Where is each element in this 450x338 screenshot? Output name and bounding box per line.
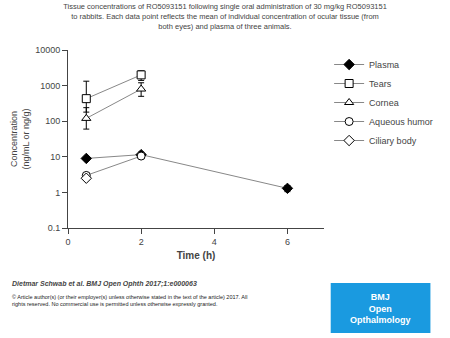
- svg-text:0: 0: [65, 237, 70, 247]
- svg-text:Ciliary body: Ciliary body: [369, 136, 417, 146]
- svg-text:Tissue concentrations of RO509: Tissue concentrations of RO5093151 follo…: [63, 2, 387, 31]
- svg-text:2: 2: [139, 237, 144, 247]
- svg-text:© Article author(s) (or their: © Article author(s) (or their employer(s…: [12, 294, 247, 307]
- svg-text:Cornea: Cornea: [369, 98, 399, 108]
- svg-text:Concentration(ng/mL or ng/g): Concentration(ng/mL or ng/g): [9, 108, 31, 169]
- svg-text:Plasma: Plasma: [369, 60, 399, 70]
- svg-text:Tears: Tears: [369, 79, 392, 89]
- svg-text:Time (h): Time (h): [177, 250, 216, 261]
- svg-text:Aqueous humor: Aqueous humor: [369, 117, 433, 127]
- svg-text:BMJOpenOpthalmology: BMJOpenOpthalmology: [350, 292, 411, 325]
- svg-text:1000: 1000: [40, 81, 60, 91]
- svg-text:1: 1: [55, 188, 60, 198]
- svg-text:4: 4: [212, 237, 217, 247]
- svg-text:6: 6: [285, 237, 290, 247]
- svg-text:100: 100: [45, 116, 60, 126]
- svg-text:10000: 10000: [35, 45, 60, 55]
- svg-text:10: 10: [50, 152, 60, 162]
- svg-text:Dietmar Schwab et al. BMJ Open: Dietmar Schwab et al. BMJ Open Ophth 201…: [12, 280, 197, 288]
- svg-text:0.1: 0.1: [48, 223, 61, 233]
